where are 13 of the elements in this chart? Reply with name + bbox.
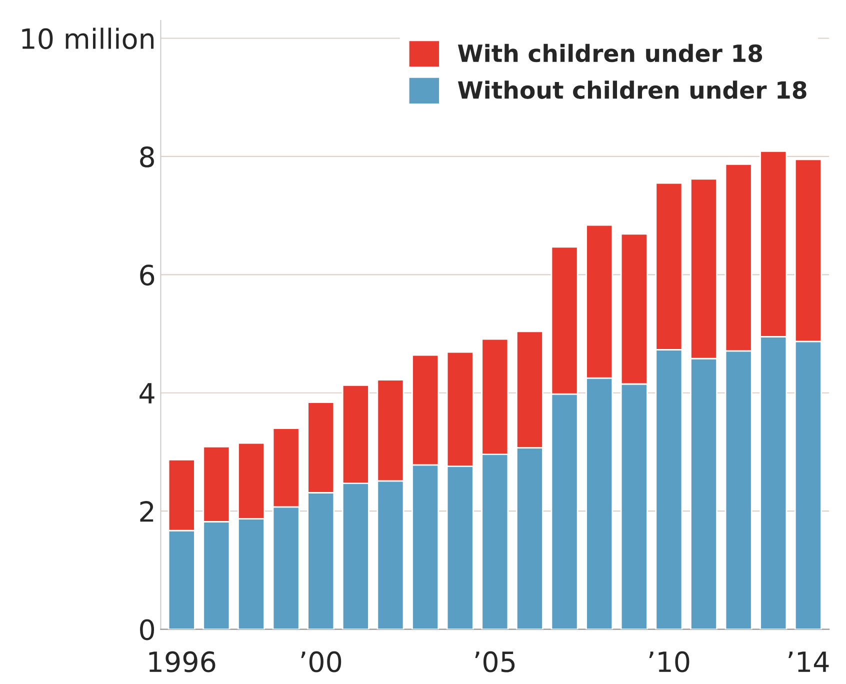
y-tick-label: 0: [140, 619, 154, 640]
x-tick-label: ’00: [301, 651, 342, 672]
x-tick-label: ’10: [649, 651, 690, 672]
legend-label: Without children under 18: [458, 80, 806, 99]
y-tick-label: 8: [140, 146, 154, 168]
x-tick-label: ’05: [475, 651, 515, 672]
legend-label: With children under 18: [458, 44, 762, 62]
y-tick-label: 4: [140, 383, 154, 404]
y-tick-label: 2: [140, 501, 154, 522]
x-tick-label: ’14: [788, 652, 829, 672]
x-tick-label: 1996: [149, 651, 216, 672]
y-tick-label: 6: [140, 264, 154, 286]
y-tick-label: 10 million: [22, 28, 154, 50]
